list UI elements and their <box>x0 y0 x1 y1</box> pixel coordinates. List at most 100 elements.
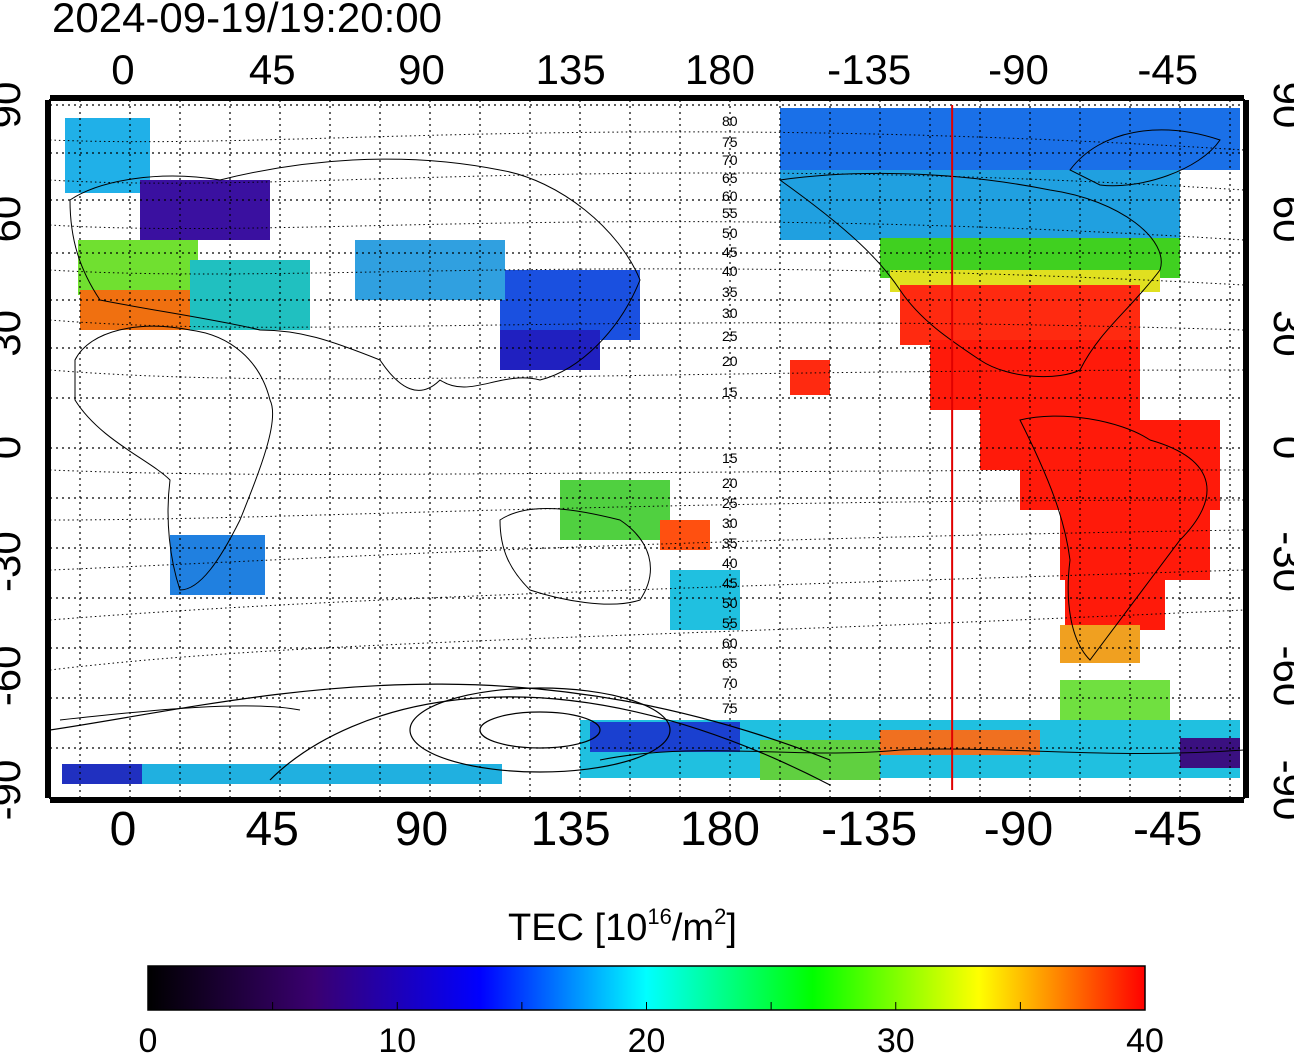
tec-patch-south-am-n <box>1020 420 1220 510</box>
tec-patch-ross <box>590 722 740 752</box>
right-lat-tick-label: -60 <box>1265 645 1294 706</box>
tec-patch-china <box>500 330 600 370</box>
axis-tick-bars <box>45 95 1249 803</box>
contour-label: 55 <box>722 615 738 631</box>
contour-label: 75 <box>722 700 738 716</box>
contour-label: 70 <box>722 152 738 168</box>
bottom-lon-tick-label: -135 <box>821 803 917 856</box>
contour-label: 50 <box>722 225 738 241</box>
bottom-lon-tick-label: 180 <box>680 803 760 856</box>
right-lat-tick-label: -30 <box>1265 531 1294 592</box>
tec-patch-new-zealand <box>670 570 740 630</box>
tec-patch-mexico <box>930 340 1140 410</box>
tec-patch-east-eu <box>190 260 310 330</box>
top-lon-tick-label: -135 <box>827 46 911 93</box>
bottom-lon-tick-label: 90 <box>395 803 448 856</box>
contour-label: 65 <box>722 170 738 186</box>
top-lon-tick-label: 90 <box>398 46 445 93</box>
tec-patch-hawaii <box>790 360 830 395</box>
contour-label: 55 <box>722 205 738 221</box>
magnetic-contours <box>49 131 1245 671</box>
graticule <box>50 100 1244 798</box>
top-lon-tick-label: -45 <box>1137 46 1198 93</box>
left-lat-tick-label: -30 <box>0 531 29 592</box>
tec-patch-south-africa <box>170 535 265 595</box>
right-lat-tick-label: 30 <box>1265 310 1294 357</box>
tec-patch-antarctic-west <box>62 764 502 784</box>
top-lon-labels: 0 45 90 135 180 -135 -90 -45 <box>111 46 1198 93</box>
magnetic-contours-south <box>49 683 831 786</box>
bottom-lon-tick-label: 0 <box>110 803 137 856</box>
contour-label: 25 <box>722 328 738 344</box>
tec-patch-arctic-eu <box>65 118 150 193</box>
colorbar-tick-label: 0 <box>139 1022 158 1060</box>
coastlines <box>59 129 1245 761</box>
top-lon-tick-label: 135 <box>536 46 606 93</box>
top-lon-tick-label: -90 <box>988 46 1049 93</box>
contour-label: 45 <box>722 575 738 591</box>
tec-patch-australia <box>560 480 670 540</box>
bottom-lon-tick-label: -90 <box>984 803 1053 856</box>
right-lat-tick-label: 60 <box>1265 196 1294 243</box>
tec-patch-antarctic-hot <box>880 730 1040 755</box>
contour-label: 15 <box>722 450 738 466</box>
tec-patch-south-am-mid <box>1060 500 1210 580</box>
tec-patch-pacific-hot <box>660 520 710 550</box>
timestamp-title: 2024-09-19/19:20:00 <box>52 0 442 41</box>
tec-patch-south-am-s <box>1065 570 1165 630</box>
bottom-lon-tick-label: -45 <box>1133 803 1202 856</box>
colorbar-ticks <box>147 1002 1146 1010</box>
contour-label: 30 <box>722 515 738 531</box>
tec-patch-scandinavia <box>140 180 270 240</box>
colorbar: 0 10 20 30 40 <box>139 965 1164 1060</box>
right-lat-tick-label: 90 <box>1265 82 1294 129</box>
contour-label: 40 <box>722 555 738 571</box>
bottom-lon-tick-label: 135 <box>531 803 611 856</box>
contour-label: 80 <box>722 113 738 129</box>
left-lat-tick-label: -90 <box>0 760 29 821</box>
contour-label: 65 <box>722 655 738 671</box>
tec-patch-japan <box>500 270 640 340</box>
contour-label: 15 <box>722 384 738 400</box>
top-lon-tick-label: 45 <box>249 46 296 93</box>
contour-label: 30 <box>722 305 738 321</box>
contour-label: 60 <box>722 188 738 204</box>
colorbar-tick-label: 40 <box>1126 1022 1164 1060</box>
colorbar-tick-label: 30 <box>877 1022 915 1060</box>
contour-label: 50 <box>722 595 738 611</box>
contour-label: 25 <box>722 495 738 511</box>
colorbar-tick-label: 10 <box>378 1022 416 1060</box>
left-lat-tick-label: -60 <box>0 645 29 706</box>
colorbar-title: TEC [1016/m2] <box>508 904 737 949</box>
right-lat-labels: 90 60 30 0 -30 -60 -90 <box>1265 82 1294 821</box>
tec-patch-canada <box>780 108 1240 170</box>
contour-label: 35 <box>722 535 738 551</box>
tec-patch-canada-2 <box>780 170 1180 240</box>
tec-patch-antarctic-west-dark <box>62 764 142 784</box>
tec-patch-iberia <box>80 290 190 330</box>
left-lat-tick-label: 60 <box>0 196 29 243</box>
colorbar-tick-labels: 0 10 20 30 40 <box>139 1022 1164 1060</box>
tec-patch-antarctic-pen <box>1060 680 1170 720</box>
tec-patch-europe <box>78 240 198 295</box>
contour-label: 20 <box>722 353 738 369</box>
top-lon-tick-label: 0 <box>111 46 134 93</box>
right-lat-tick-label: 0 <box>1265 436 1294 459</box>
contour-label: 60 <box>722 635 738 651</box>
contour-label: 40 <box>722 263 738 279</box>
contour-label: 75 <box>722 134 738 150</box>
tec-patch-patagonia <box>1060 625 1140 663</box>
contour-label: 20 <box>722 475 738 491</box>
left-lat-tick-label: 0 <box>0 436 29 459</box>
contour-labels-south: 15 20 25 30 35 40 45 50 55 60 65 70 75 <box>722 450 738 716</box>
contour-label: 35 <box>722 284 738 300</box>
right-lat-tick-label: -90 <box>1265 760 1294 821</box>
bottom-lon-tick-label: 45 <box>246 803 299 856</box>
left-lat-labels: 90 60 30 0 -30 -60 -90 <box>0 82 29 821</box>
left-lat-tick-label: 30 <box>0 310 29 357</box>
contour-label: 45 <box>722 244 738 260</box>
colorbar-tick-label: 20 <box>628 1022 666 1060</box>
bottom-lon-labels: 0 45 90 135 180 -135 -90 -45 <box>110 803 1203 856</box>
